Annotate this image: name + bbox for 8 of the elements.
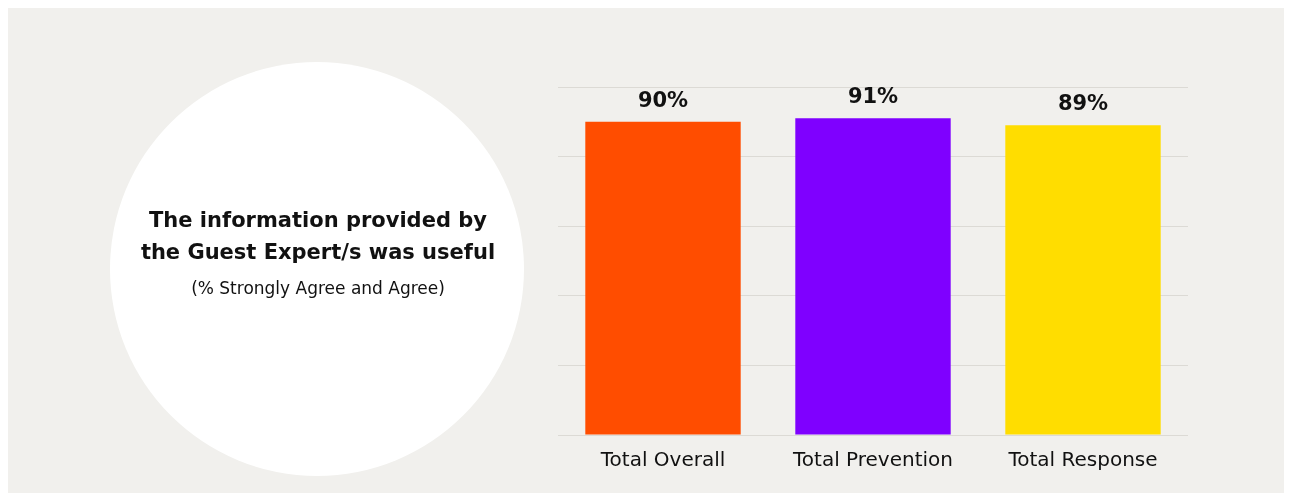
text: (% Strongly Agree and Agree) (190, 278, 446, 298)
x-tick-label: Total Overall (599, 447, 726, 472)
x-tick-label: Total Prevention (792, 447, 953, 472)
data-label: 91% (847, 84, 899, 109)
text: The information provided by the Guest Expert/s was useful (139, 207, 497, 266)
data-label: 89% (1057, 91, 1109, 116)
data-label: 90% (637, 87, 689, 112)
x-tick-label: Total Response (1007, 447, 1158, 472)
